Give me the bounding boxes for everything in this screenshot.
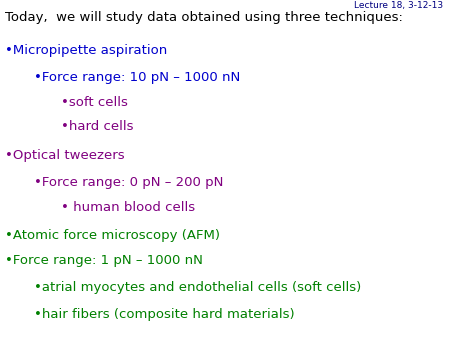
Text: Lecture 18, 3-12-13: Lecture 18, 3-12-13 — [354, 1, 443, 10]
Text: •Micropipette aspiration: •Micropipette aspiration — [5, 44, 168, 57]
Text: •hair fibers (composite hard materials): •hair fibers (composite hard materials) — [34, 308, 294, 320]
Text: •soft cells: •soft cells — [61, 96, 128, 109]
Text: •Force range: 1 pN – 1000 nN: •Force range: 1 pN – 1000 nN — [5, 254, 203, 267]
Text: •Force range: 0 pN – 200 pN: •Force range: 0 pN – 200 pN — [34, 176, 223, 189]
Text: •Atomic force microscopy (AFM): •Atomic force microscopy (AFM) — [5, 229, 220, 242]
Text: Today,  we will study data obtained using three techniques:: Today, we will study data obtained using… — [5, 11, 403, 24]
Text: •hard cells: •hard cells — [61, 120, 133, 133]
Text: •Optical tweezers: •Optical tweezers — [5, 149, 125, 162]
Text: • human blood cells: • human blood cells — [61, 201, 195, 214]
Text: •atrial myocytes and endothelial cells (soft cells): •atrial myocytes and endothelial cells (… — [34, 281, 361, 294]
Text: •Force range: 10 pN – 1000 nN: •Force range: 10 pN – 1000 nN — [34, 71, 240, 84]
